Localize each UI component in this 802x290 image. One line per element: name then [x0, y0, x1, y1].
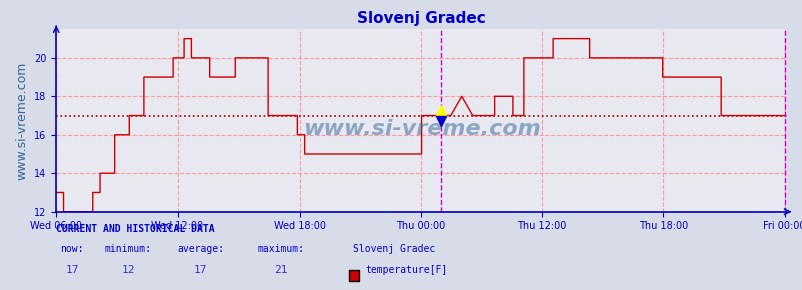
Title: Slovenj Gradec: Slovenj Gradec	[357, 11, 485, 26]
Text: 17: 17	[194, 264, 207, 275]
Text: average:: average:	[177, 244, 224, 254]
Text: www.si-vreme.com: www.si-vreme.com	[302, 119, 540, 139]
Text: Slovenj Gradec: Slovenj Gradec	[353, 244, 435, 254]
Text: 17: 17	[66, 264, 79, 275]
Text: temperature[F]: temperature[F]	[365, 264, 447, 275]
Text: 21: 21	[274, 264, 287, 275]
Text: now:: now:	[60, 244, 84, 254]
Text: maximum:: maximum:	[257, 244, 304, 254]
Text: 12: 12	[122, 264, 135, 275]
Y-axis label: www.si-vreme.com: www.si-vreme.com	[15, 61, 29, 180]
Text: minimum:: minimum:	[105, 244, 152, 254]
Text: CURRENT AND HISTORICAL DATA: CURRENT AND HISTORICAL DATA	[56, 224, 215, 234]
